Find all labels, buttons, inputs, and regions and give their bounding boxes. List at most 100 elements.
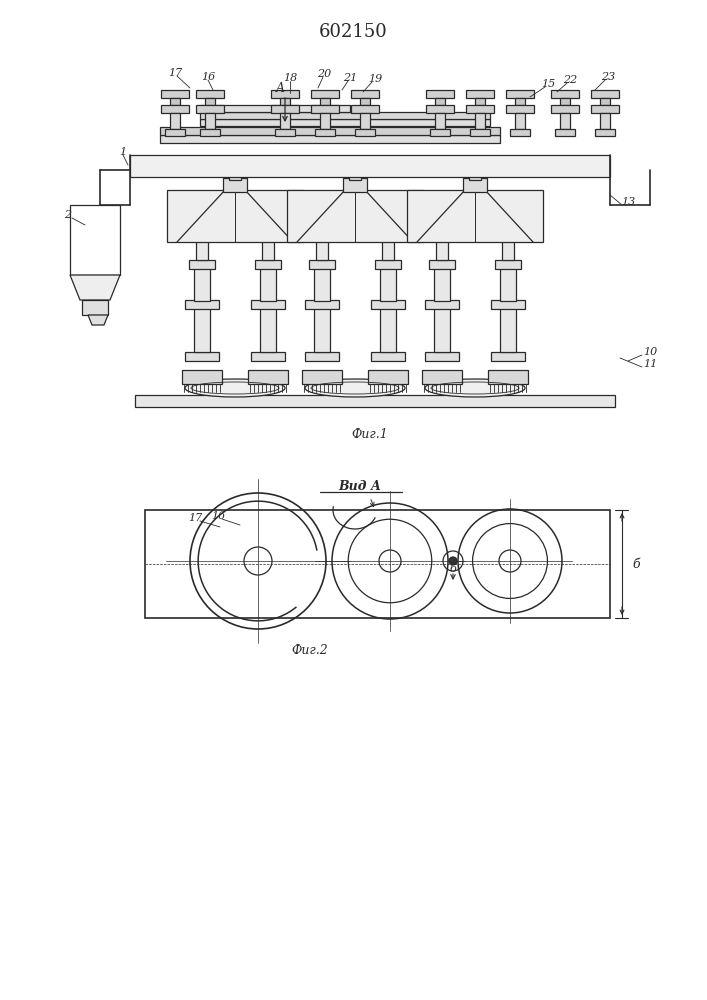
- Bar: [371, 300, 405, 309]
- Bar: [488, 370, 528, 384]
- Bar: [255, 260, 281, 269]
- Bar: [280, 98, 290, 105]
- Bar: [475, 98, 485, 105]
- Text: 15: 15: [541, 79, 555, 89]
- Bar: [305, 300, 339, 309]
- Bar: [320, 113, 330, 129]
- Ellipse shape: [185, 379, 285, 397]
- Bar: [500, 308, 516, 352]
- Bar: [130, 155, 610, 177]
- Bar: [275, 129, 295, 136]
- Bar: [185, 352, 219, 361]
- Text: 1: 1: [119, 147, 127, 157]
- Text: 17: 17: [188, 513, 202, 523]
- Bar: [248, 370, 288, 384]
- Bar: [510, 129, 530, 136]
- Bar: [343, 178, 367, 192]
- Bar: [167, 190, 303, 242]
- Bar: [200, 129, 220, 136]
- Bar: [380, 268, 396, 301]
- Bar: [160, 135, 500, 143]
- Text: A: A: [276, 82, 284, 95]
- Bar: [506, 90, 534, 98]
- Bar: [309, 260, 335, 269]
- Bar: [595, 129, 615, 136]
- Bar: [382, 240, 394, 260]
- Bar: [145, 510, 610, 618]
- Bar: [160, 127, 500, 135]
- Bar: [161, 105, 189, 113]
- Bar: [515, 98, 525, 105]
- Text: 23: 23: [601, 72, 615, 82]
- Bar: [475, 113, 485, 129]
- Text: 13: 13: [621, 197, 635, 207]
- Bar: [436, 240, 448, 260]
- Text: 16: 16: [201, 72, 215, 82]
- Bar: [205, 98, 215, 105]
- Text: 19: 19: [368, 74, 382, 84]
- Bar: [349, 168, 361, 180]
- Polygon shape: [88, 315, 108, 325]
- Bar: [82, 300, 108, 315]
- Bar: [314, 308, 330, 352]
- Ellipse shape: [425, 379, 525, 397]
- Text: Фиг.2: Фиг.2: [291, 644, 328, 656]
- Bar: [425, 352, 459, 361]
- Bar: [500, 268, 516, 301]
- Bar: [251, 300, 285, 309]
- Bar: [320, 98, 330, 105]
- Text: Вид А: Вид А: [339, 481, 382, 493]
- Bar: [305, 352, 339, 361]
- Bar: [251, 352, 285, 361]
- Bar: [311, 90, 339, 98]
- Bar: [196, 90, 224, 98]
- Bar: [591, 105, 619, 113]
- Bar: [426, 90, 454, 98]
- Bar: [351, 90, 379, 98]
- Ellipse shape: [305, 379, 405, 397]
- Text: 2: 2: [64, 210, 71, 220]
- Bar: [555, 129, 575, 136]
- Bar: [600, 98, 610, 105]
- Bar: [560, 98, 570, 105]
- Bar: [196, 105, 224, 113]
- Bar: [434, 268, 450, 301]
- Text: 18: 18: [283, 73, 297, 83]
- Bar: [314, 268, 330, 301]
- Bar: [435, 113, 445, 129]
- Bar: [182, 370, 222, 384]
- Bar: [515, 113, 525, 129]
- Bar: [380, 308, 396, 352]
- Bar: [425, 300, 459, 309]
- Bar: [466, 105, 494, 113]
- Text: 20: 20: [317, 69, 331, 79]
- Bar: [271, 105, 299, 113]
- Polygon shape: [70, 275, 120, 300]
- Bar: [196, 240, 208, 260]
- Text: 11: 11: [643, 359, 657, 369]
- Text: 17: 17: [168, 68, 182, 78]
- Bar: [205, 113, 215, 129]
- Bar: [591, 90, 619, 98]
- Text: 21: 21: [343, 73, 357, 83]
- Bar: [262, 240, 274, 260]
- Bar: [375, 260, 401, 269]
- Bar: [223, 178, 247, 192]
- Bar: [185, 300, 219, 309]
- Text: 602150: 602150: [319, 23, 387, 41]
- Bar: [70, 205, 120, 275]
- Bar: [368, 370, 408, 384]
- Bar: [422, 370, 462, 384]
- Bar: [161, 90, 189, 98]
- Bar: [407, 190, 543, 242]
- Bar: [194, 308, 210, 352]
- Bar: [435, 98, 445, 105]
- Bar: [200, 105, 350, 112]
- Bar: [170, 98, 180, 105]
- Bar: [189, 260, 215, 269]
- Bar: [271, 90, 299, 98]
- Bar: [470, 129, 490, 136]
- Bar: [551, 105, 579, 113]
- Bar: [194, 268, 210, 301]
- Bar: [469, 168, 481, 180]
